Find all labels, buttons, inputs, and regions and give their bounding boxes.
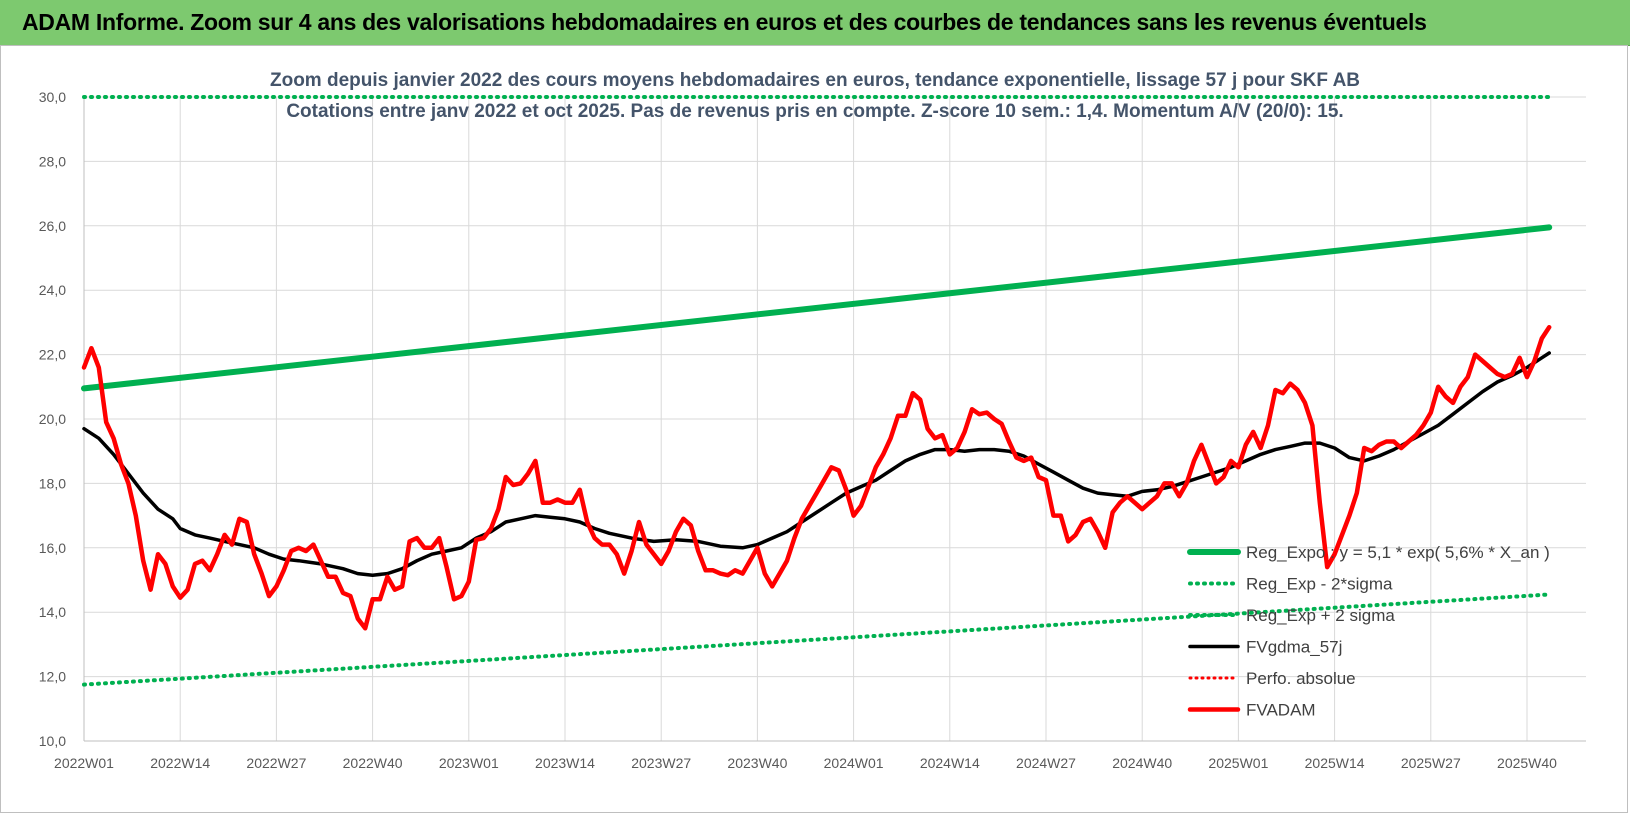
legend-label: FVADAM (1246, 701, 1316, 720)
chart-series (81, 95, 1553, 687)
x-tick-label: 2023W14 (535, 755, 595, 771)
series-fvadam (81, 324, 1552, 631)
y-tick-label: 18,0 (39, 475, 66, 491)
chart-title: Zoom depuis janvier 2022 des cours moyen… (270, 70, 1360, 91)
header-banner: ADAM Informe. Zoom sur 4 ans des valoris… (0, 0, 1630, 46)
x-tick-label: 2024W01 (824, 755, 884, 771)
chart-subtitle: Cotations entre janv 2022 et oct 2025. P… (286, 101, 1343, 122)
x-tick-label: 2025W40 (1497, 755, 1557, 771)
y-tick-label: 24,0 (39, 282, 66, 298)
legend-label: FVgdma_57j (1246, 638, 1342, 657)
x-tick-label: 2025W27 (1401, 755, 1461, 771)
y-tick-label: 12,0 (39, 669, 66, 685)
x-tick-label: 2023W40 (727, 755, 787, 771)
series-reg-expo (81, 224, 1553, 392)
x-tick-label: 2025W01 (1208, 755, 1268, 771)
y-tick-label: 30,0 (39, 89, 66, 105)
x-tick-label: 2024W40 (1112, 755, 1172, 771)
legend-label: Perfo. absolue (1246, 669, 1356, 688)
legend-label: Reg_Expo : y = 5,1 * exp( 5,6% * X_an ) (1246, 543, 1550, 562)
legend-label: Reg_Exp + 2 sigma (1246, 606, 1395, 625)
x-tick-label: 2022W40 (343, 755, 403, 771)
y-axis: 10,0 12,0 14,0 16,0 18,0 20,0 22,0 24,0 26,0 28,0… (39, 89, 66, 749)
x-tick-label: 2022W14 (150, 755, 210, 771)
y-tick-label: 20,0 (39, 411, 66, 427)
y-tick-label: 14,0 (39, 604, 66, 620)
x-tick-label: 2024W14 (920, 755, 980, 771)
x-tick-label: 2022W27 (246, 755, 306, 771)
y-tick-label: 22,0 (39, 347, 66, 363)
x-axis: 2022W01 2022W14 2022W27 2022W40 2023W01 2023W… (54, 755, 1557, 771)
legend: Reg_Expo : y = 5,1 * exp( 5,6% * X_an ) R… (1187, 543, 1550, 720)
chart-frame (0, 45, 1628, 813)
y-tick-label: 16,0 (39, 540, 66, 556)
y-tick-label: 26,0 (39, 218, 66, 234)
x-tick-label: 2025W14 (1305, 755, 1365, 771)
y-tick-label: 10,0 (39, 733, 66, 749)
x-tick-label: 2023W01 (439, 755, 499, 771)
series-fvgdma-57j (82, 351, 1551, 577)
x-tick-label: 2023W27 (631, 755, 691, 771)
series-reg-minus-2sigma (82, 592, 1552, 687)
x-tick-label: 2024W27 (1016, 755, 1076, 771)
y-tick-label: 28,0 (39, 153, 66, 169)
x-tick-label: 2022W01 (54, 755, 114, 771)
chart-grid (83, 96, 1586, 742)
legend-label: Reg_Exp - 2*sigma (1246, 575, 1393, 594)
header-title: ADAM Informe. Zoom sur 4 ans des valoris… (22, 9, 1427, 35)
